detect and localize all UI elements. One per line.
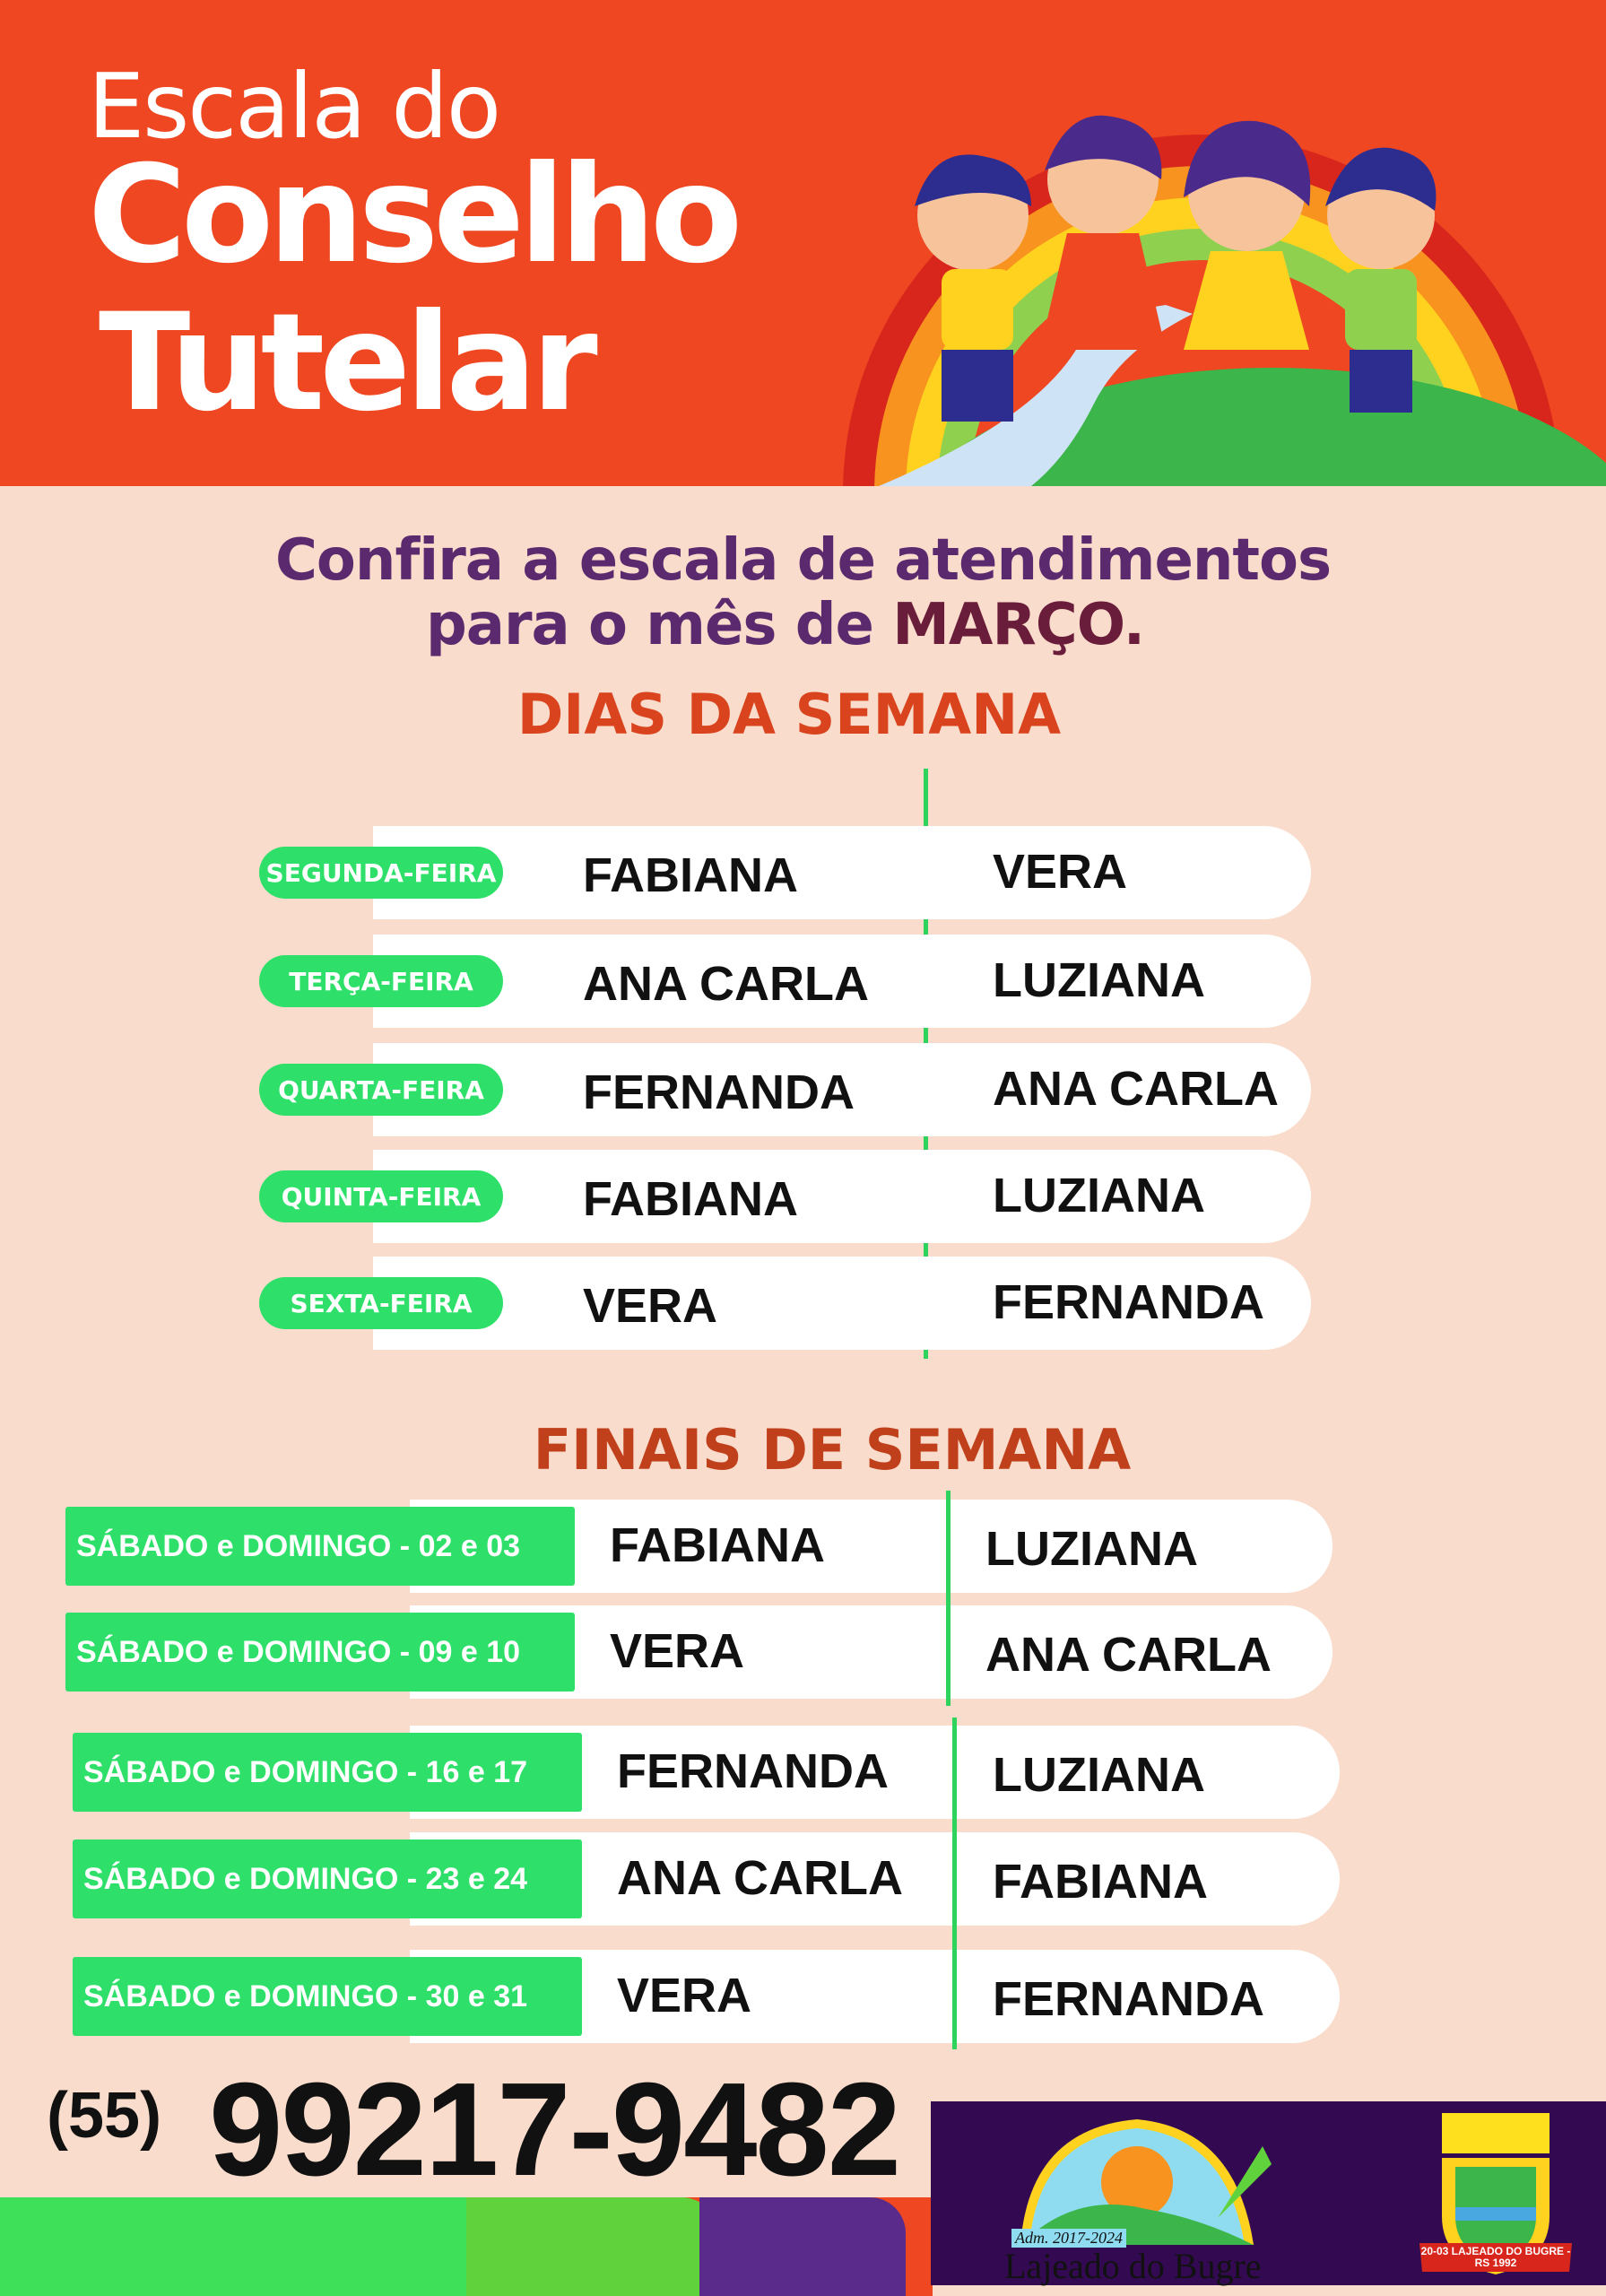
kid-1 (915, 154, 1031, 422)
weekday-first-counselor: FABIANA (583, 1172, 798, 1226)
weekday-label: SEGUNDA-FEIRA (259, 847, 503, 899)
weekday-second-counselor: FERNANDA (993, 1275, 1264, 1329)
weekday-label: TERÇA-FEIRA (259, 955, 503, 1007)
weekend-second-counselor: FABIANA (993, 1855, 1208, 1909)
weekend-label: SÁBADO e DOMINGO - 23 e 24 (73, 1839, 582, 1918)
municipal-admin-logo (1020, 2119, 1272, 2245)
weekday-row (373, 1043, 1311, 1136)
weekday-label: SEXTA-FEIRA (259, 1277, 503, 1329)
weekday-row (373, 826, 1311, 919)
phone-area-code: (55) (47, 2080, 162, 2152)
weekend-first-counselor: VERA (610, 1624, 745, 1678)
crest-text: 20-03 LAJEADO DO BUGRE - RS 1992 (1420, 2244, 1571, 2269)
admin-years: Adm. 2017-2024 (1011, 2229, 1126, 2248)
month: MARÇO. (892, 592, 1145, 658)
weekend-second-counselor: FERNANDA (993, 1972, 1264, 2026)
kid-3 (1184, 120, 1311, 350)
weekends-divider-bottom (952, 1718, 957, 2049)
weekend-label: SÁBADO e DOMINGO - 30 e 31 (73, 1957, 582, 2036)
weekday-second-counselor: ANA CARLA (993, 1062, 1279, 1116)
weekend-first-counselor: FABIANA (610, 1518, 825, 1572)
weekend-second-counselor: LUZIANA (985, 1522, 1198, 1576)
intro-line2-prefix: para o mês de (425, 592, 893, 658)
weekend-label: SÁBADO e DOMINGO - 16 e 17 (73, 1733, 582, 1812)
weekday-first-counselor: VERA (583, 1279, 718, 1333)
weekend-first-counselor: FERNANDA (617, 1744, 889, 1798)
weekend-second-counselor: ANA CARLA (985, 1628, 1272, 1682)
title-line2: Conselho (88, 137, 742, 293)
weekday-row (373, 1257, 1311, 1350)
weekend-label: SÁBADO e DOMINGO - 02 e 03 (65, 1507, 575, 1586)
city-crest-icon (1419, 2113, 1572, 2274)
weekend-second-counselor: LUZIANA (993, 1748, 1205, 1802)
weekday-row (373, 1150, 1311, 1243)
intro-line2: para o mês de MARÇO. (0, 592, 1588, 658)
weekday-label: QUINTA-FEIRA (259, 1170, 503, 1222)
city-name: Lajeado do Bugre (1004, 2246, 1262, 2286)
weekdays-title: DIAS DA SEMANA (517, 682, 1062, 747)
kid-4 (1325, 147, 1437, 413)
weekends-divider-top (946, 1491, 951, 1706)
title-line1: Escala do (88, 54, 501, 159)
weekday-first-counselor: FERNANDA (583, 1065, 855, 1119)
weekday-label: QUARTA-FEIRA (259, 1064, 503, 1116)
intro-line1: Confira a escala de atendimentos (274, 527, 1332, 594)
title-line3: Tutelar (99, 285, 598, 441)
weekends-title: FINAIS DE SEMANA (533, 1417, 1132, 1483)
weekend-label: SÁBADO e DOMINGO - 09 e 10 (65, 1613, 575, 1692)
logos-panel: Adm. 2017-2024 Lajeado do Bugre 20-03 LA… (931, 2101, 1606, 2286)
weekday-first-counselor: FABIANA (583, 848, 798, 902)
weekday-first-counselor: ANA CARLA (583, 957, 869, 1011)
weekday-row (373, 935, 1311, 1028)
weekday-second-counselor: LUZIANA (993, 1169, 1205, 1222)
children-rainbow-illustration (843, 115, 1606, 486)
bottom-strip (0, 2197, 933, 2296)
kid-2 (1040, 115, 1166, 350)
weekend-first-counselor: VERA (617, 1969, 752, 2022)
weekday-second-counselor: LUZIANA (993, 953, 1205, 1007)
weekend-first-counselor: ANA CARLA (617, 1851, 903, 1905)
weekday-second-counselor: VERA (993, 845, 1128, 899)
phone-number[interactable]: 99217-9482 (209, 2056, 901, 2204)
